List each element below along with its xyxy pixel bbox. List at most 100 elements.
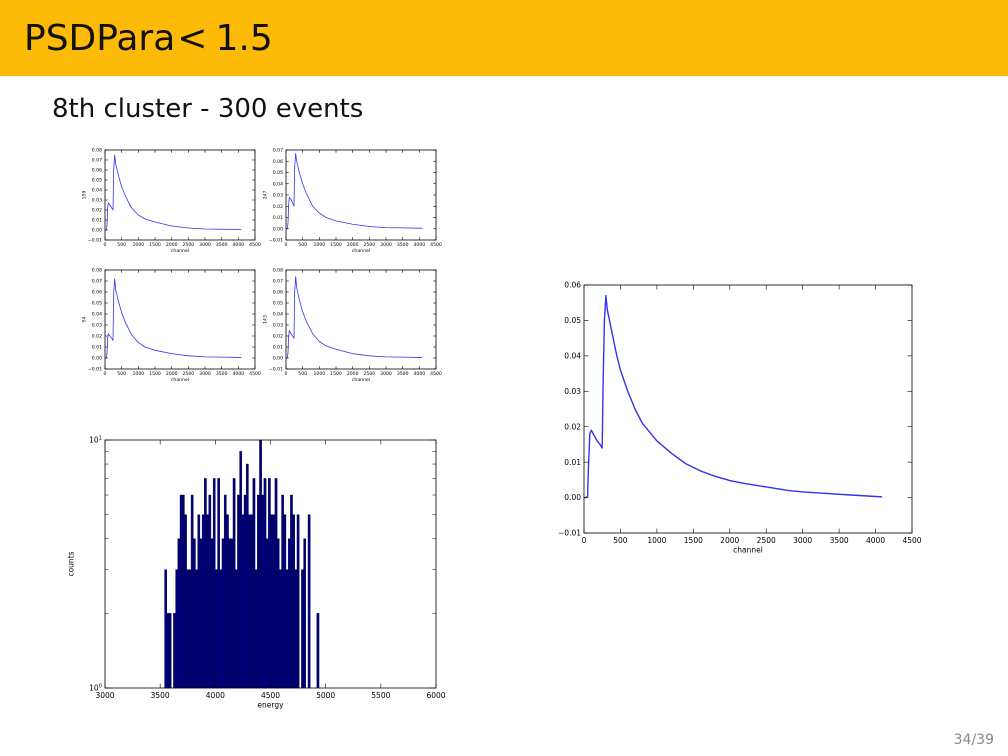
y-tick-label: −0.01 (269, 367, 283, 373)
series-line (105, 154, 242, 231)
histogram-bar (283, 514, 287, 689)
y-tick-label: 0.01 (273, 345, 283, 351)
histogram-bar (290, 494, 293, 689)
chart-small-2: 0 500 1000 1500 2000 2500 3000 3500 4000 4500 −0.0… (263, 148, 442, 254)
x-tick-label: 2000 (166, 242, 178, 248)
histogram-bar (234, 569, 238, 689)
y-tick-label: 0.07 (92, 158, 102, 164)
histogram-bar (241, 514, 245, 689)
x-tick-label: 1000 (132, 371, 144, 377)
y-tick-label: 0.08 (273, 268, 283, 274)
y-tick-label: 0.01 (564, 458, 581, 467)
y-tick-label: 0.05 (273, 170, 283, 176)
y-tick-label: 0.03 (564, 387, 581, 396)
x-axis-label: channel (352, 248, 370, 254)
y-tick-label: 0.02 (92, 334, 102, 340)
y-tick-label: 0.04 (92, 312, 102, 318)
histogram-bar (285, 569, 289, 689)
y-tick-label: 0.07 (273, 148, 283, 154)
histogram-bar (186, 569, 190, 689)
plot-frame (104, 269, 256, 370)
histogram-bar (250, 514, 254, 689)
histogram-bar (248, 514, 251, 689)
y-tick-label: 0.01 (92, 218, 102, 224)
slide-title: PSDPara< 1.5 (24, 18, 273, 59)
histogram-bar (301, 569, 304, 689)
histogram-bar (265, 538, 269, 689)
title-main: PSDPara (24, 18, 176, 59)
histogram-bar (252, 478, 256, 689)
x-tick-label: 4500 (261, 691, 280, 700)
histogram-bar (243, 494, 247, 689)
x-tick-label: 4500 (249, 371, 261, 377)
y-tick-label: 0.02 (273, 334, 283, 340)
chart-small-4: 0 500 1000 1500 2000 2500 3000 3500 4000 4500 −0.0… (263, 268, 442, 383)
x-axis-label: channel (733, 546, 763, 555)
x-tick-label: 3000 (380, 371, 392, 377)
y-tick-label: 0.00 (92, 356, 102, 362)
x-tick-label: 1000 (313, 242, 325, 248)
histogram-bar (193, 538, 196, 689)
x-tick-label: 1000 (647, 536, 666, 545)
y-axis-label: 247 (263, 191, 269, 200)
x-tick-label: 0 (285, 242, 288, 248)
y-axis-label: 159 (82, 191, 88, 200)
histogram-bar (166, 613, 170, 689)
histogram-bar (206, 514, 209, 689)
x-tick-label: 0 (104, 371, 107, 377)
x-tick-label: 0 (582, 536, 587, 545)
page-number: 34/39 (953, 732, 994, 748)
x-tick-label: 2000 (720, 536, 739, 545)
y-tick-label: 0.02 (273, 204, 283, 210)
histogram-bar (208, 494, 212, 689)
y-tick-label: 0.04 (564, 351, 581, 360)
histogram-bar (281, 494, 284, 689)
x-tick-label: 500 (613, 536, 628, 545)
x-axis-label: energy (257, 701, 284, 710)
histogram-bar (276, 538, 280, 689)
x-axis-label: channel (171, 377, 189, 383)
x-tick-label: 4000 (232, 242, 244, 248)
x-tick-label: 4500 (902, 536, 921, 545)
y-tick-label: 0.06 (92, 168, 102, 174)
x-tick-label: 3000 (793, 536, 812, 545)
histogram-bar (182, 494, 185, 689)
histogram-bar (201, 514, 205, 689)
x-tick-label: 500 (298, 371, 307, 377)
y-tick-label: 0.04 (273, 181, 283, 187)
x-tick-label: 1500 (149, 371, 161, 377)
x-tick-label: 500 (298, 242, 307, 248)
x-tick-label: 1500 (149, 242, 161, 248)
series-line (286, 276, 423, 359)
chart-small-3: 0 500 1000 1500 2000 2500 3000 3500 4000 4500 −0.0… (82, 268, 261, 383)
histogram-bar (168, 613, 172, 689)
histogram-bar (228, 538, 231, 689)
histogram-bar (184, 514, 187, 689)
x-tick-label: 3000 (95, 691, 114, 700)
histogram-bar (270, 514, 273, 689)
histogram-bar (237, 494, 240, 689)
y-tick-label: 0.00 (564, 493, 581, 502)
histogram-bar (173, 613, 176, 689)
y-tick-label: 0.07 (273, 279, 283, 285)
x-tick-label: 3500 (216, 371, 228, 377)
histogram-bar (221, 538, 225, 689)
slide-header: PSDPara< 1.5 (0, 0, 1008, 76)
y-axis-label: 143 (263, 315, 269, 324)
y-tick-label: 0.06 (564, 281, 581, 290)
histogram-bar (188, 569, 192, 689)
x-tick-label: 3500 (216, 242, 228, 248)
x-tick-label: 500 (117, 242, 126, 248)
x-tick-label: 0 (104, 242, 107, 248)
histogram-bar (177, 538, 181, 689)
y-tick-label: 0.00 (92, 228, 102, 234)
x-tick-label: 0 (285, 371, 288, 377)
x-axis-label: channel (352, 377, 370, 383)
y-tick-label: 0.08 (92, 268, 102, 274)
y-tick-label: 100 (89, 683, 102, 692)
plot-frame (104, 149, 256, 241)
series-line (584, 294, 883, 499)
y-tick-label: −0.01 (558, 529, 581, 538)
histogram-bar (268, 478, 271, 689)
histogram-bar (292, 514, 295, 689)
